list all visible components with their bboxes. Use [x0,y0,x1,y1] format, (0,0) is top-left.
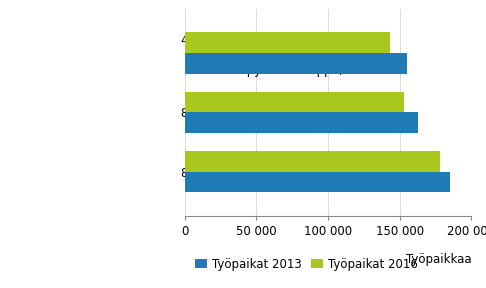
Bar [185,151,440,172]
Bar [185,32,390,53]
Bar [185,112,418,133]
Legend: Työpaikat 2013, Työpaikat 2016: Työpaikat 2013, Työpaikat 2016 [191,253,422,275]
Bar [185,92,404,112]
Bar [185,53,407,74]
Bar [185,172,450,192]
Text: Työpaikkaa: Työpaikkaa [406,253,471,266]
